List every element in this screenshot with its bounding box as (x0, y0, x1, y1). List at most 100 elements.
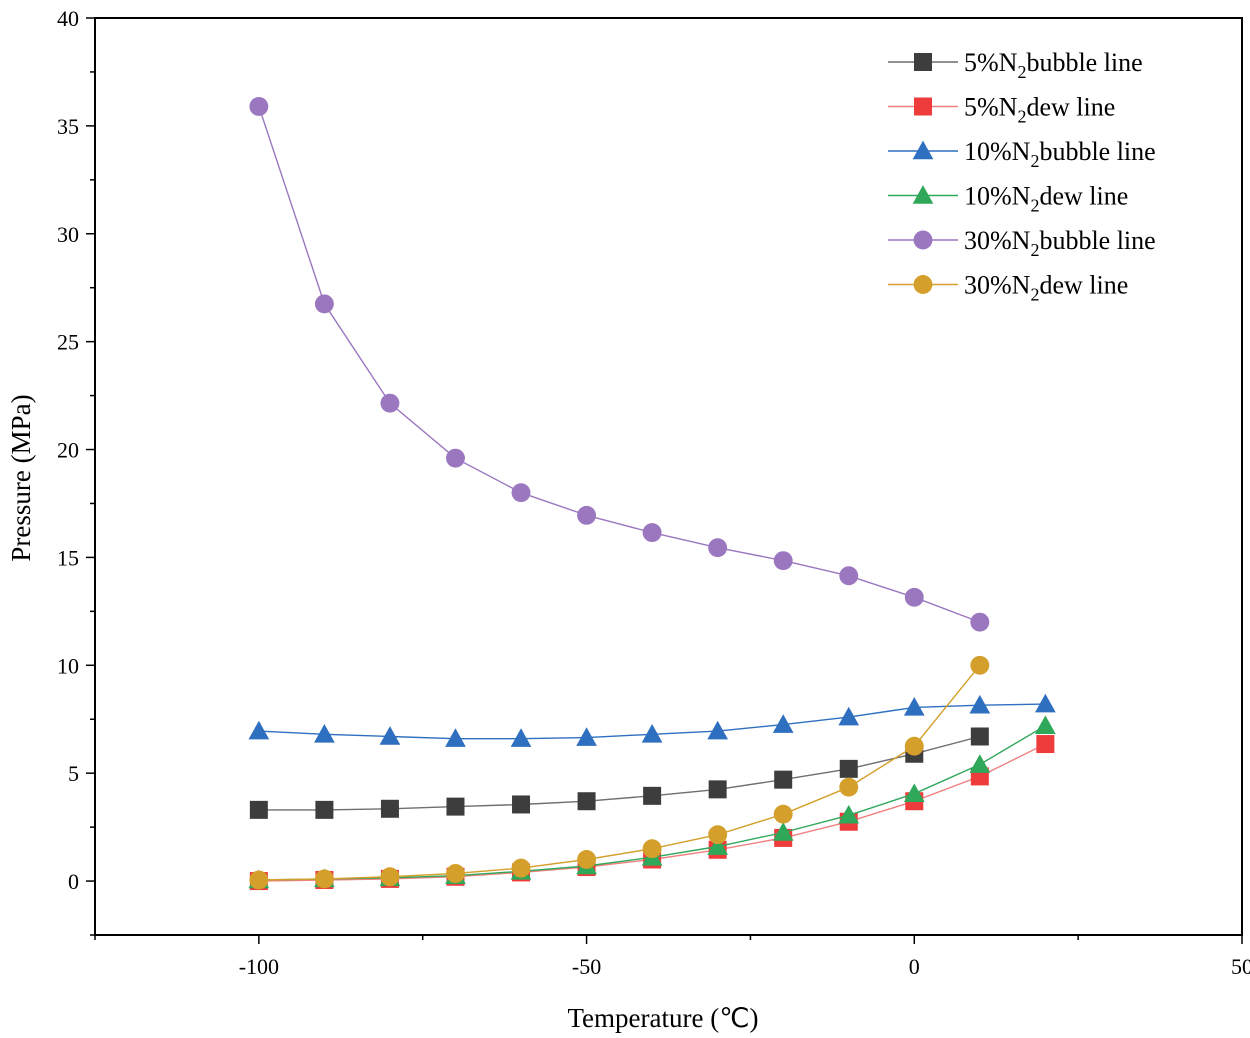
data-point (1035, 693, 1056, 713)
data-point (380, 799, 399, 818)
data-point (380, 867, 400, 887)
legend-item: 10%N2dew line (888, 182, 1128, 216)
data-point (249, 870, 269, 890)
data-point (642, 523, 662, 543)
data-point (248, 720, 270, 740)
legend-item: 10%N2bubble line (888, 137, 1156, 171)
legend-marker (913, 230, 933, 250)
legend-item: 30%N2dew line (888, 271, 1128, 305)
legend-label: 30%N2dew line (964, 271, 1128, 305)
data-point (708, 538, 728, 558)
data-point (577, 505, 597, 525)
data-point (446, 864, 465, 883)
data-point (641, 723, 663, 743)
data-point (577, 792, 596, 811)
data-point (707, 836, 729, 855)
legend-marker (912, 185, 934, 204)
legend-item: 30%N2bubble line (888, 226, 1156, 260)
data-point (314, 723, 335, 743)
x-tick-label: -50 (572, 954, 601, 979)
x-axis-title: Temperature (℃) (567, 1003, 758, 1033)
y-tick-label: 25 (57, 330, 79, 355)
legend-label: 5%N2bubble line (964, 48, 1143, 82)
series-1 (249, 727, 989, 819)
legend: 5%N2bubble line 5%N2dew line 10%N2bubble l… (888, 48, 1156, 305)
series-line (258, 664, 981, 881)
data-point (970, 612, 990, 632)
y-tick-label: 0 (68, 869, 79, 894)
y-tick-label: 10 (57, 653, 79, 678)
x-tick-label: 0 (909, 954, 920, 979)
data-point (903, 783, 925, 802)
data-point (707, 720, 729, 740)
data-point (969, 754, 991, 773)
y-tick-label: 15 (57, 545, 79, 570)
y-tick-label: 35 (57, 114, 79, 139)
series-2 (249, 735, 1055, 891)
legend-marker (914, 97, 932, 116)
data-point (511, 483, 531, 503)
series-5 (249, 97, 990, 632)
x-tick-label: 50 (1231, 954, 1250, 979)
data-point (773, 551, 793, 571)
legend-label: 10%N2bubble line (964, 137, 1156, 171)
plot-frame (94, 17, 1243, 936)
y-tick-label: 5 (68, 761, 79, 786)
legend-marker (914, 53, 932, 71)
data-point (774, 770, 793, 789)
data-point (772, 714, 794, 733)
series-6 (249, 655, 990, 890)
series-3 (248, 693, 1056, 747)
data-point (1035, 715, 1056, 734)
y-tick-label: 40 (57, 6, 79, 31)
x-tick-label: -100 (239, 954, 279, 979)
data-point (903, 697, 925, 716)
data-point (380, 393, 400, 413)
series-line (258, 735, 980, 811)
data-point (773, 804, 793, 824)
data-point (708, 825, 728, 845)
data-point (1036, 735, 1055, 754)
y-tick-label: 20 (57, 438, 79, 463)
y-axis: 0 5 10 15 20 25 30 35 40 (57, 6, 95, 936)
data-point (511, 858, 531, 878)
data-point (512, 795, 531, 814)
data-point (839, 759, 858, 778)
data-point (446, 448, 465, 468)
legend-item: 5%N2bubble line (888, 48, 1143, 82)
data-point (839, 566, 859, 586)
data-point (969, 694, 991, 714)
data-point (904, 587, 924, 607)
data-point (510, 728, 532, 747)
legend-marker (913, 275, 933, 294)
y-tick-label: 30 (57, 222, 79, 247)
data-point (576, 727, 597, 746)
data-point (772, 822, 794, 841)
legend-label: 30%N2bubble line (964, 226, 1156, 260)
data-point (839, 777, 859, 797)
data-point (249, 97, 269, 116)
y-axis-title: Pressure (MPa) (6, 394, 36, 561)
x-axis: -100 -50 0 50 (94, 935, 1250, 979)
data-point (445, 728, 466, 747)
data-point (642, 839, 662, 859)
data-point (970, 727, 989, 746)
data-point (838, 804, 860, 824)
data-point (643, 786, 662, 805)
data-point (577, 850, 597, 869)
legend-item: 5%N2dew line (888, 93, 1115, 127)
data-point (314, 869, 334, 889)
data-point (970, 655, 990, 675)
data-point (315, 800, 334, 819)
data-point (708, 780, 727, 799)
legend-label: 10%N2dew line (964, 182, 1128, 216)
data-point (838, 706, 860, 726)
series-layer (248, 97, 1056, 891)
data-point (249, 800, 268, 819)
legend-label: 5%N2dew line (964, 93, 1115, 127)
series-line (258, 106, 981, 623)
data-point (379, 726, 401, 745)
legend-marker (912, 140, 934, 160)
data-point (904, 736, 924, 756)
